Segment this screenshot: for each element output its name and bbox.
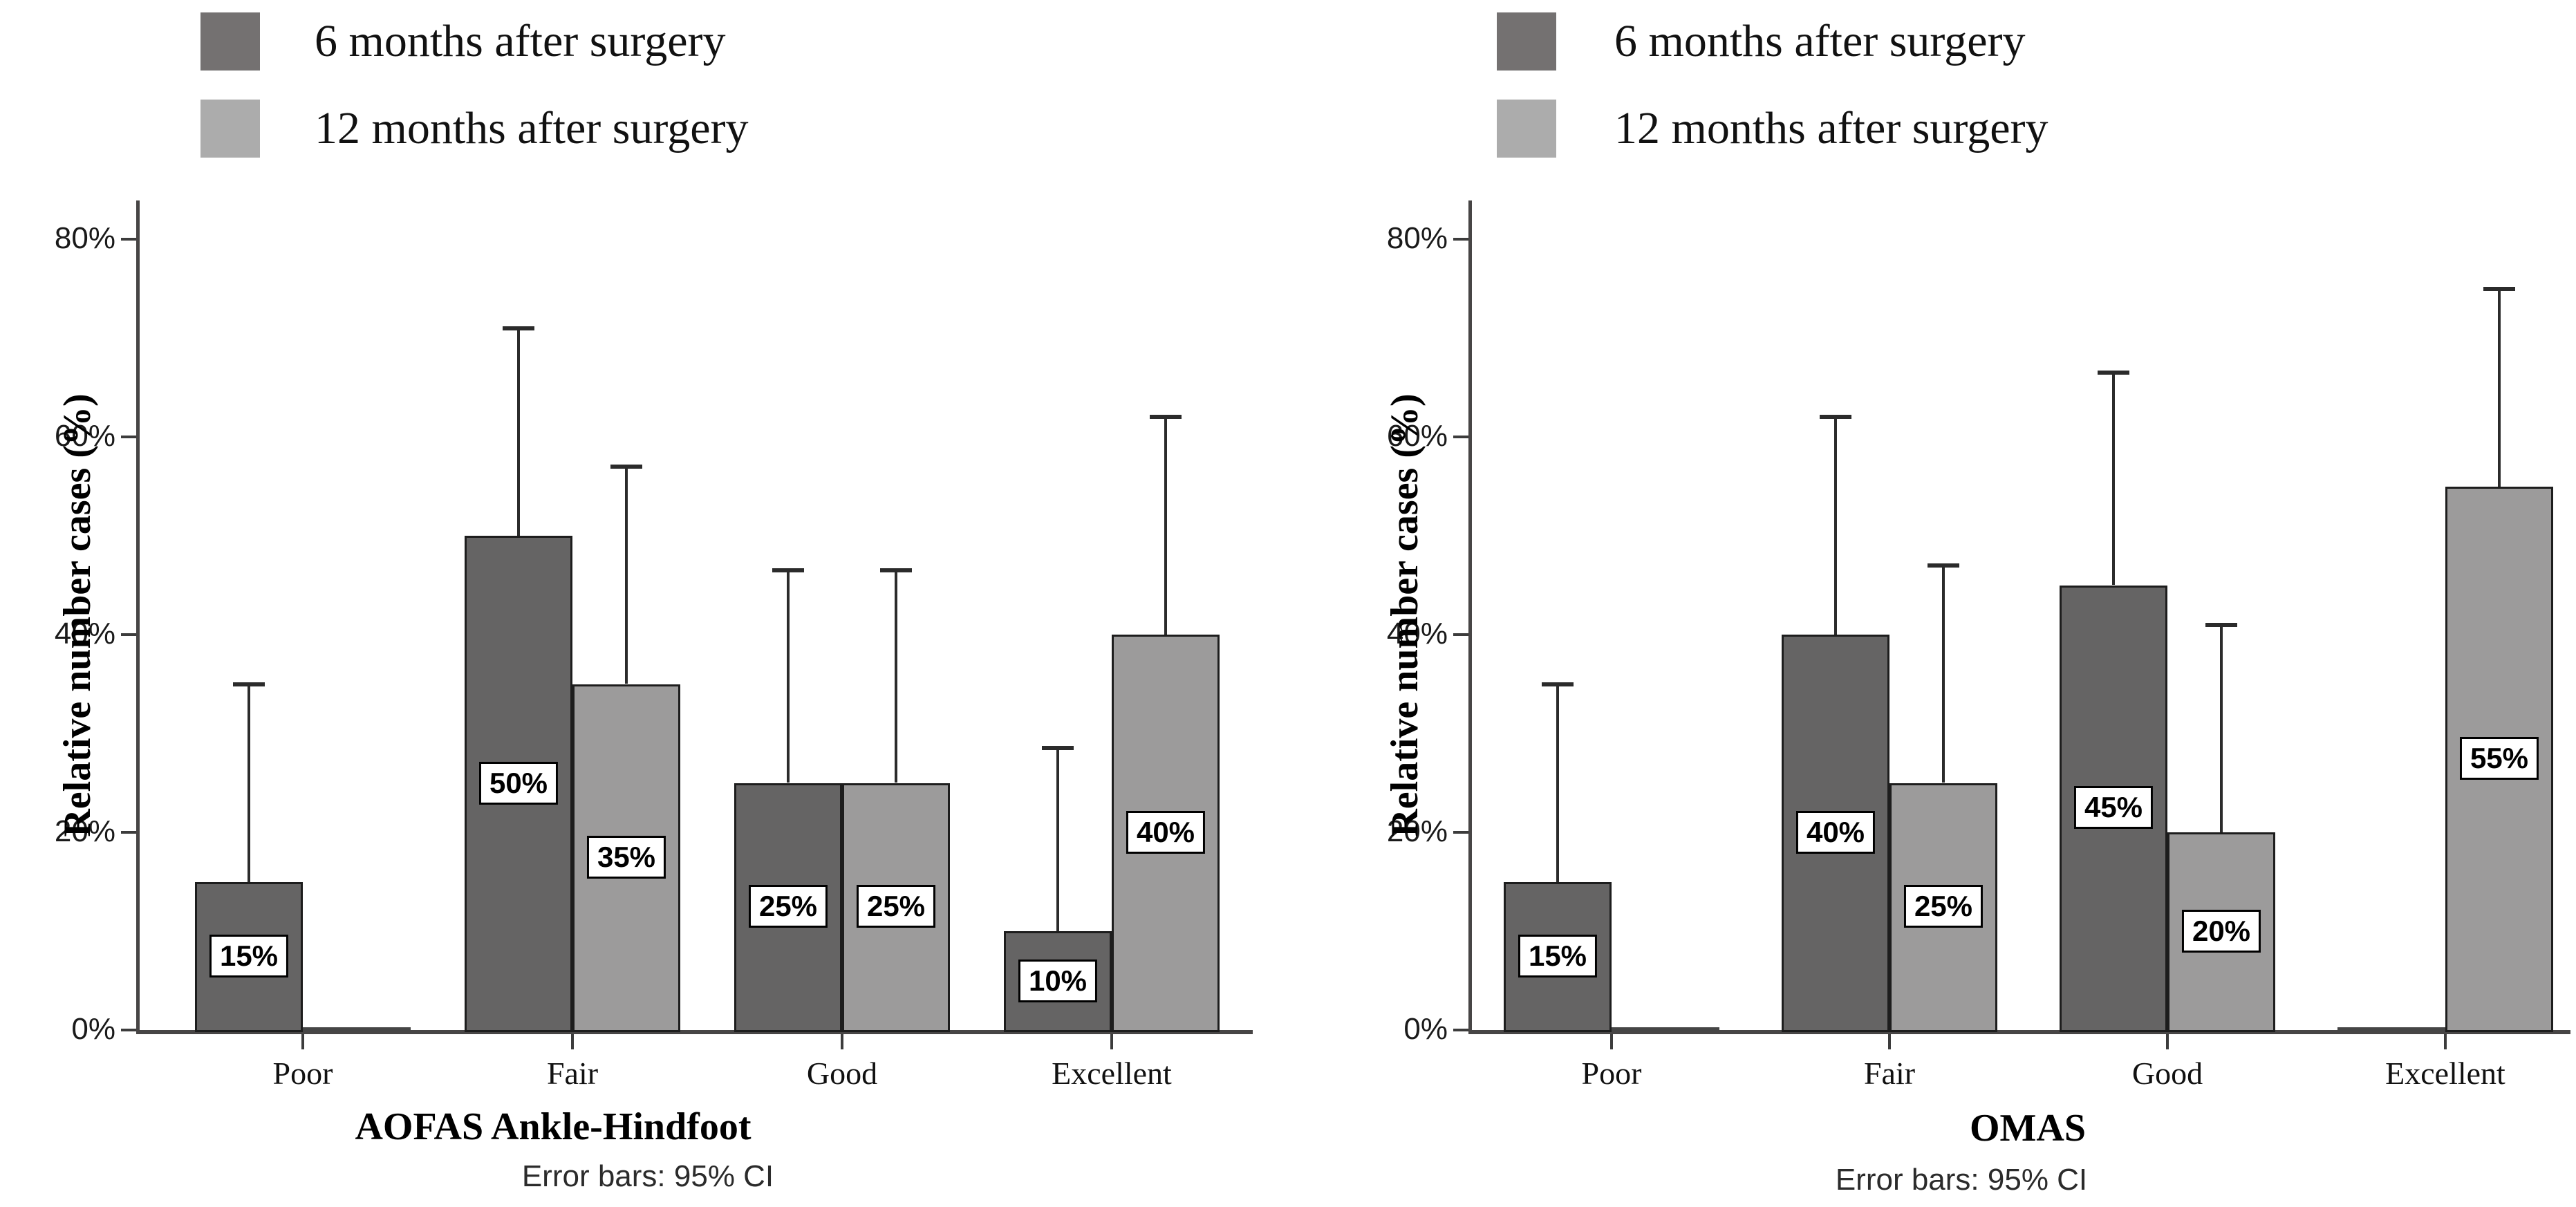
legend-label: 12 months after surgery	[1614, 103, 2048, 153]
y-tick-label: 80%	[1386, 221, 1448, 255]
y-tick	[121, 238, 136, 241]
error-bar-whisker	[1056, 748, 1059, 931]
error-bar-cap	[1042, 746, 1074, 751]
x-tick	[2166, 1034, 2169, 1049]
x-tick	[1610, 1034, 1613, 1049]
x-tick	[841, 1034, 843, 1049]
category-label: Good	[2131, 1056, 2203, 1091]
y-tick-label: 0%	[71, 1012, 115, 1046]
legend-swatch-12mo	[1497, 100, 1556, 158]
value-label: 15%	[1518, 934, 1598, 977]
y-tick-label: 80%	[54, 221, 115, 255]
error-bar-whisker	[1556, 684, 1559, 882]
value-label: 10%	[1018, 959, 1098, 1002]
error-bar-cap	[2483, 286, 2515, 291]
error-bar-cap	[1542, 682, 1574, 686]
error-bar-cap	[772, 568, 804, 573]
legend-label: 6 months after surgery	[1614, 16, 2026, 66]
x-axis-line	[136, 1030, 1253, 1034]
error-bar-cap	[1928, 563, 1959, 568]
error-bar-whisker	[2112, 373, 2115, 586]
x-tick	[571, 1034, 574, 1049]
y-tick-label: 20%	[54, 814, 115, 848]
y-tick-label: 0%	[1403, 1012, 1448, 1046]
y-axis-title: Relative number cases (%)	[1383, 393, 1426, 837]
zero-bar	[303, 1027, 411, 1031]
y-tick	[121, 436, 136, 438]
value-label: 50%	[478, 761, 559, 805]
x-tick	[1110, 1034, 1113, 1049]
y-axis-line	[1468, 200, 1472, 1033]
legend-swatch-12mo	[200, 100, 260, 158]
y-axis-title: Relative number cases (%)	[56, 393, 99, 837]
y-tick	[121, 1029, 136, 1031]
zero-bar	[2337, 1027, 2445, 1031]
error-bar-cap	[1820, 415, 1851, 420]
category-label: Poor	[272, 1056, 333, 1091]
category-label: Poor	[1581, 1056, 1642, 1091]
category-label: Fair	[1863, 1056, 1916, 1091]
error-bar-cap	[233, 682, 265, 686]
error-note: Error bars: 95% CI	[1835, 1163, 2088, 1197]
category-label: Fair	[546, 1056, 599, 1091]
x-tick	[2444, 1034, 2447, 1049]
y-tick-label: 60%	[54, 419, 115, 453]
category-label: Excellent	[1052, 1056, 1172, 1091]
value-label: 25%	[856, 885, 936, 928]
category-label: Excellent	[2385, 1056, 2505, 1091]
error-bar-whisker	[895, 570, 897, 783]
error-bar-cap	[610, 464, 642, 469]
y-tick	[1453, 633, 1468, 636]
error-bar-cap	[2098, 371, 2129, 375]
category-label: Good	[806, 1056, 878, 1091]
value-label: 25%	[748, 885, 828, 928]
chart-title: OMAS	[1970, 1107, 2086, 1150]
y-tick	[121, 633, 136, 636]
error-bar-whisker	[517, 328, 520, 536]
y-tick-label: 40%	[1386, 617, 1448, 651]
y-tick	[1453, 238, 1468, 241]
x-axis-line	[1468, 1030, 2570, 1034]
error-bar-cap	[2205, 622, 2237, 627]
value-label: 55%	[2459, 736, 2539, 780]
error-bar-cap	[503, 326, 534, 330]
value-label: 20%	[2181, 910, 2261, 953]
error-note: Error bars: 95% CI	[521, 1159, 774, 1193]
value-label: 40%	[1126, 811, 1206, 854]
value-label: 15%	[209, 934, 289, 977]
value-label: 35%	[586, 835, 666, 879]
y-tick	[1453, 831, 1468, 834]
x-tick	[1888, 1034, 1891, 1049]
error-bar-whisker	[1942, 565, 1945, 783]
value-label: 45%	[2073, 786, 2154, 830]
error-bar-whisker	[2498, 288, 2501, 487]
error-bar-whisker	[1834, 417, 1837, 635]
value-label: 40%	[1795, 811, 1876, 854]
error-bar-cap	[880, 568, 912, 573]
legend-label: 6 months after surgery	[315, 16, 726, 66]
y-tick-label: 20%	[1386, 814, 1448, 848]
y-tick	[1453, 1029, 1468, 1031]
x-tick	[301, 1034, 304, 1049]
error-bar-cap	[1150, 415, 1182, 420]
y-tick	[121, 831, 136, 834]
y-tick-label: 40%	[54, 617, 115, 651]
y-tick	[1453, 436, 1468, 438]
legend-swatch-6mo	[200, 12, 260, 71]
error-bar-whisker	[1164, 417, 1167, 635]
value-label: 25%	[1903, 885, 1984, 928]
error-bar-whisker	[248, 684, 250, 882]
error-bar-whisker	[625, 466, 628, 684]
error-bar-whisker	[2220, 624, 2223, 832]
error-bar-whisker	[787, 570, 790, 783]
zero-bar	[1612, 1027, 1719, 1031]
y-axis-line	[136, 200, 140, 1033]
legend-swatch-6mo	[1497, 12, 1556, 71]
legend-label: 12 months after surgery	[315, 103, 749, 153]
chart-title: AOFAS Ankle-Hindfoot	[355, 1105, 752, 1148]
y-tick-label: 60%	[1386, 419, 1448, 453]
